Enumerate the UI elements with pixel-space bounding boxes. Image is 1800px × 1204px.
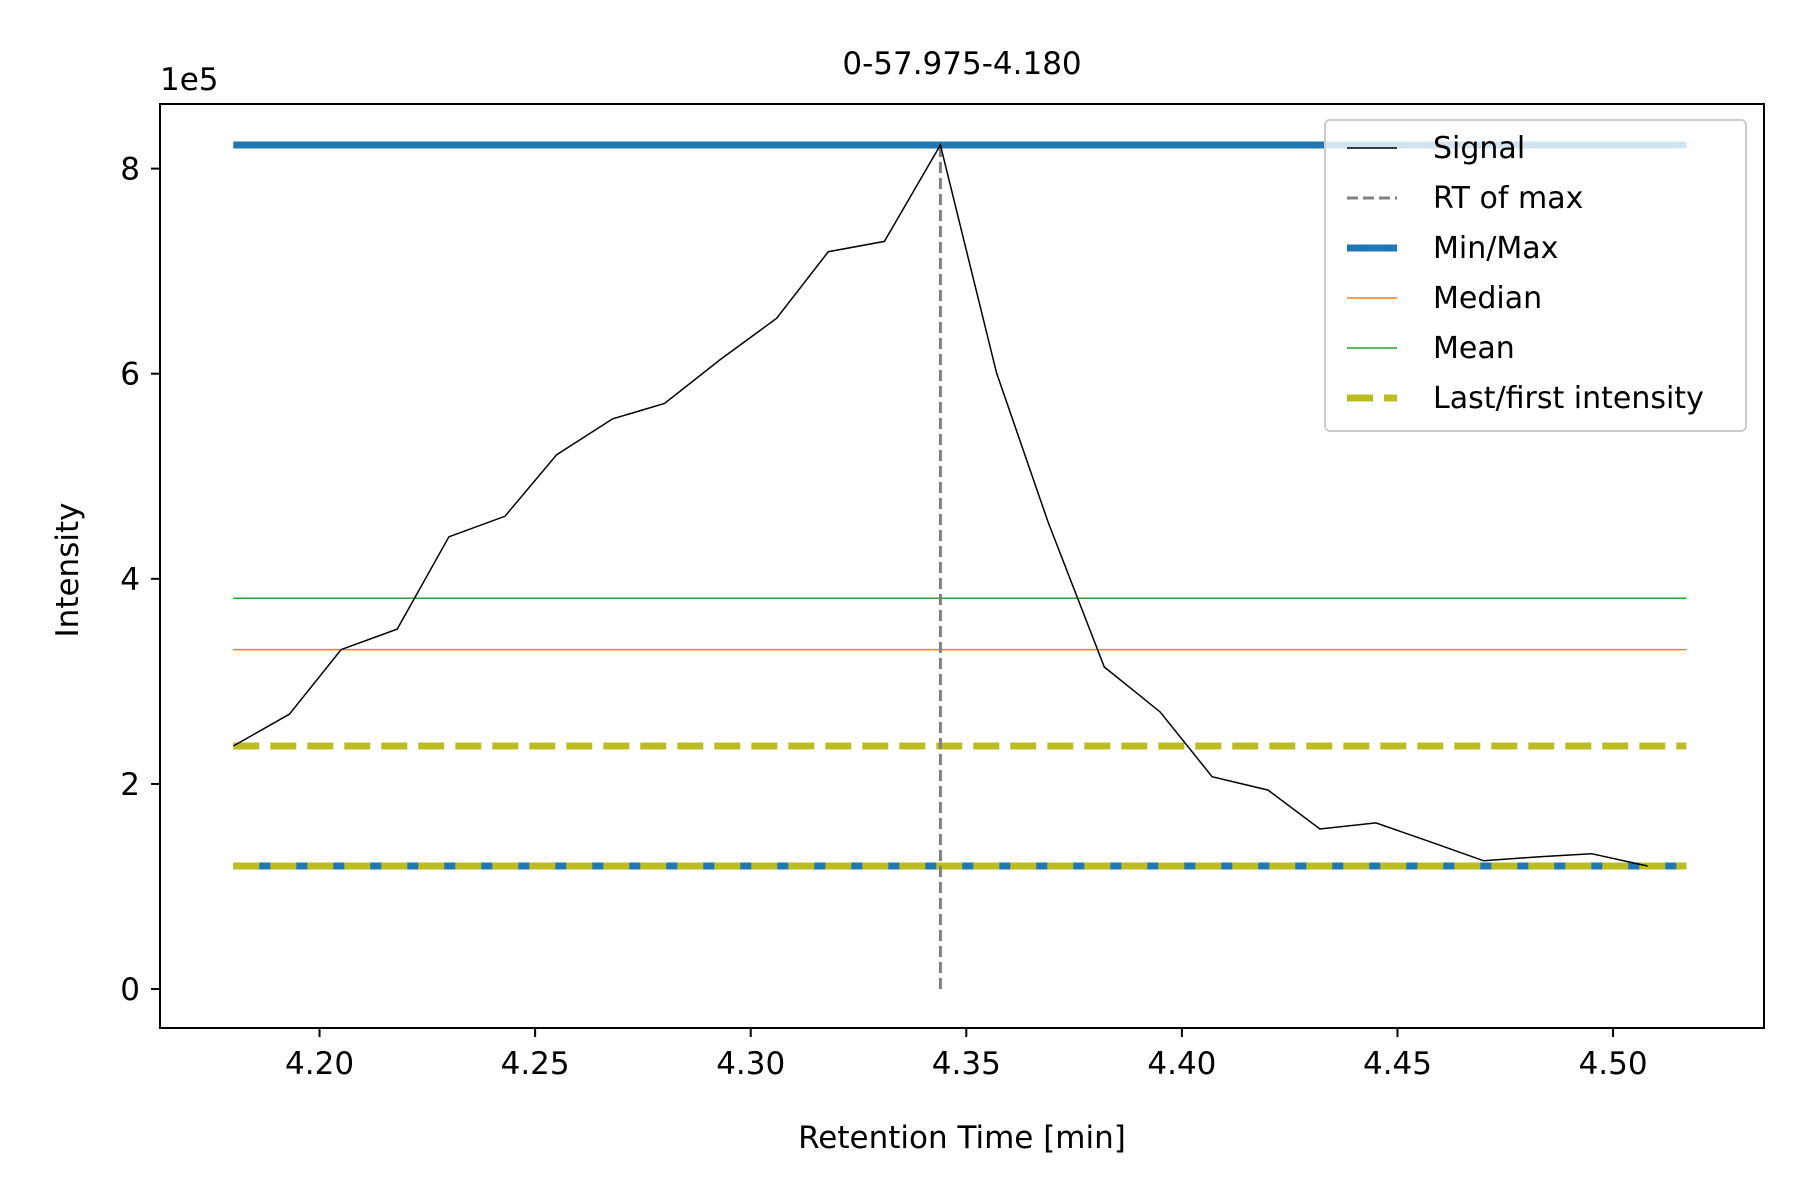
y-tick-label: 8	[120, 152, 140, 188]
signal-line	[232, 143, 1648, 867]
legend-label: Min/Max	[1433, 231, 1558, 266]
legend-label: Median	[1433, 281, 1542, 316]
x-tick-label: 4.35	[932, 1046, 1001, 1082]
legend: Signal RT of max Min/Max Median Mean Last/fir…	[1324, 119, 1747, 432]
legend-label: Signal	[1433, 131, 1525, 166]
y-offset-label: 1e5	[160, 62, 219, 98]
y-tick-label: 4	[120, 562, 140, 598]
x-tick-label: 4.40	[1147, 1046, 1216, 1082]
y-tick-label: 2	[120, 767, 140, 803]
legend-label: RT of max	[1433, 181, 1583, 216]
y-axis-label: Intensity	[50, 503, 86, 638]
legend-label: Mean	[1433, 331, 1515, 366]
x-tick-label: 4.45	[1363, 1046, 1432, 1082]
x-axis-label: Retention Time [min]	[798, 1120, 1126, 1156]
y-tick-label: 0	[120, 972, 140, 1008]
x-tick-label: 4.50	[1579, 1046, 1648, 1082]
legend-label: Last/first intensity	[1433, 381, 1704, 416]
y-tick-label: 6	[120, 357, 140, 393]
chart-title: 0-57.975-4.180	[842, 46, 1081, 82]
axes: 4.20 4.25 4.30 4.35 4.40 4.45 4.50 0 2 4 6 8	[120, 103, 1765, 1082]
axes-frame	[159, 103, 1765, 1029]
x-tick-label: 4.30	[716, 1046, 785, 1082]
x-tick-label: 4.25	[501, 1046, 570, 1082]
legend-box	[1324, 119, 1747, 432]
x-tick-label: 4.20	[285, 1046, 354, 1082]
